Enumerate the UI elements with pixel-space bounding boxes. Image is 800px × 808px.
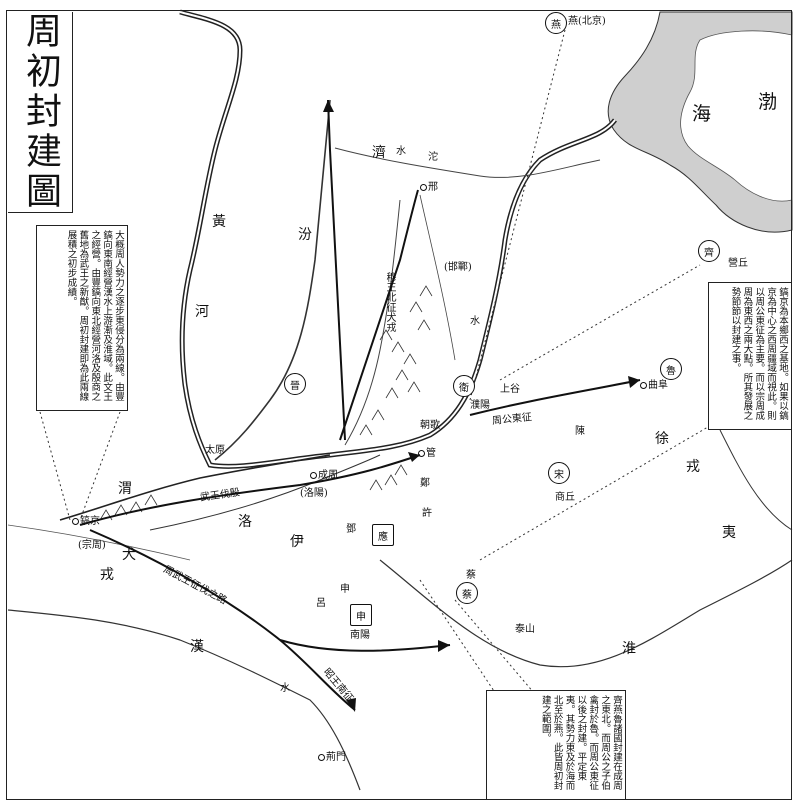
label-huangshui: 水 [470, 316, 480, 327]
place-taiyuan: 太原 [205, 445, 225, 456]
route-south [89, 529, 356, 711]
city-dot [72, 518, 79, 525]
label-han-shui: 水 [280, 683, 290, 694]
state-qi: 齊 [698, 240, 720, 262]
label-han: 漢 [190, 639, 204, 655]
place-shangqiu: 商丘 [555, 492, 575, 503]
place-fengjing: 鎬京 [72, 516, 100, 527]
place-xu: 許 [422, 508, 432, 519]
place-jingmen: 荊門 [318, 752, 346, 763]
huai-coast [719, 429, 793, 531]
place-qufu: 曲阜 [640, 380, 668, 391]
label-yi-region: 夷 [722, 525, 736, 541]
arrow-2 [628, 376, 640, 388]
place-yingqiu: 營丘 [728, 258, 748, 269]
place-chen: 陳 [575, 426, 585, 437]
note-right: 鎬京為本鄉西之基地。如果以鎬京為中心之西周疆域而視此。則以周公東征為主要。而以宗… [708, 282, 792, 430]
route-north-arrow [327, 99, 346, 441]
arrow-1 [408, 452, 420, 462]
label-ji: 濟 [372, 145, 386, 161]
fen-river [214, 99, 331, 461]
place-zheng: 鄭 [420, 478, 430, 489]
hutuo-river [419, 194, 456, 361]
place-nanyang: 南陽 [350, 630, 370, 641]
label-bohai: 渤 [758, 91, 778, 113]
state-lu: 魯 [660, 358, 682, 380]
map-title: 周初封建圖 [20, 12, 61, 212]
place-chengzhou-text: 成周 [318, 470, 338, 481]
state-wei: 衛 [453, 375, 475, 397]
bohai-inner [680, 30, 793, 202]
ji-river [334, 147, 601, 178]
label-xu: 徐 [655, 431, 669, 447]
label-sea: 海 [692, 103, 712, 125]
state-jin: 晉 [284, 373, 306, 395]
label-tuo: 沱 [428, 152, 438, 163]
yellow-river-inner [179, 11, 616, 468]
place-guan: 管 [418, 448, 436, 459]
place-luoyang: (洛陽) [300, 488, 328, 499]
luo-river [149, 454, 381, 531]
place-lu: 呂 [316, 598, 326, 609]
place-shanggu: 上谷 [500, 384, 520, 395]
place-tai: 泰山 [515, 624, 535, 635]
place-yan-north: 燕(北京) [568, 16, 606, 27]
label-ji-shui: 水 [396, 146, 406, 157]
place-puyang: 濮陽 [470, 400, 490, 411]
place-xingtai-text: 邢 [428, 182, 438, 193]
label-wei: 渭 [118, 481, 132, 497]
wei-river [59, 454, 331, 521]
title-panel: 周初封建圖 [8, 12, 73, 213]
label-rong: 戎 [686, 459, 700, 475]
route-label-northeast: 穆王北征犬戎 [384, 272, 395, 332]
place-fengjing-text: 鎬京 [80, 516, 100, 527]
label-quan: 犬 [122, 547, 136, 563]
city-dot [640, 382, 647, 389]
place-handan: (邯鄲) [444, 262, 472, 273]
han-river [7, 609, 361, 791]
place-chengzhou: 成周 [310, 470, 338, 481]
place-qufu-text: 曲阜 [648, 380, 668, 391]
place-jingmen-text: 荊門 [326, 752, 346, 763]
city-dot [318, 754, 325, 761]
note-left: 大概周人勢力之逐步東侵分為兩線。由豐鎬向東南經營漢水上游漸及淮域。此文王之經營。… [36, 225, 128, 411]
taihang-mountains [99, 285, 433, 521]
label-rong2: 戎 [100, 567, 114, 583]
label-fen: 汾 [298, 227, 312, 243]
place-shen: 申 [340, 584, 350, 595]
city-dot [420, 184, 427, 191]
label-huang: 黃 [212, 214, 226, 230]
state-song: 宋 [548, 462, 570, 484]
route-southeast [279, 639, 451, 652]
city-dot [418, 450, 425, 457]
label-huai: 淮 [622, 641, 636, 657]
place-xingtai: 邢 [420, 182, 438, 193]
place-zongzhou: (宗周) [78, 540, 106, 551]
dotted-lines [39, 29, 721, 701]
state-ying: 應 [372, 524, 394, 546]
label-he: 河 [195, 304, 209, 320]
arrow-4 [438, 640, 450, 652]
label-luo: 洛 [238, 514, 252, 530]
han-branch [7, 524, 191, 561]
zhang-river [344, 199, 401, 446]
place-guan-text: 管 [426, 448, 436, 459]
huai-river [379, 559, 793, 668]
place-zhaoge: 朝歌 [420, 420, 440, 431]
state-yan: 燕 [545, 12, 567, 34]
arrow-3 [323, 100, 334, 112]
state-shen: 申 [350, 604, 372, 626]
route-northeast [339, 189, 419, 441]
label-yi: 伊 [290, 534, 304, 550]
city-dot [310, 472, 317, 479]
arrow-5 [346, 698, 356, 712]
note-bottom: 齊燕魯諸國封建在成周之東北。而周公之子伯禽封於魯。而周公東征以後之封建。平定東夷… [486, 690, 626, 800]
route-wuwang-east [79, 454, 421, 526]
state-cai: 蔡 [456, 582, 478, 604]
place-deng: 鄧 [346, 524, 356, 535]
place-cai: 蔡 [466, 570, 476, 581]
route-zhougong-east [469, 379, 641, 416]
